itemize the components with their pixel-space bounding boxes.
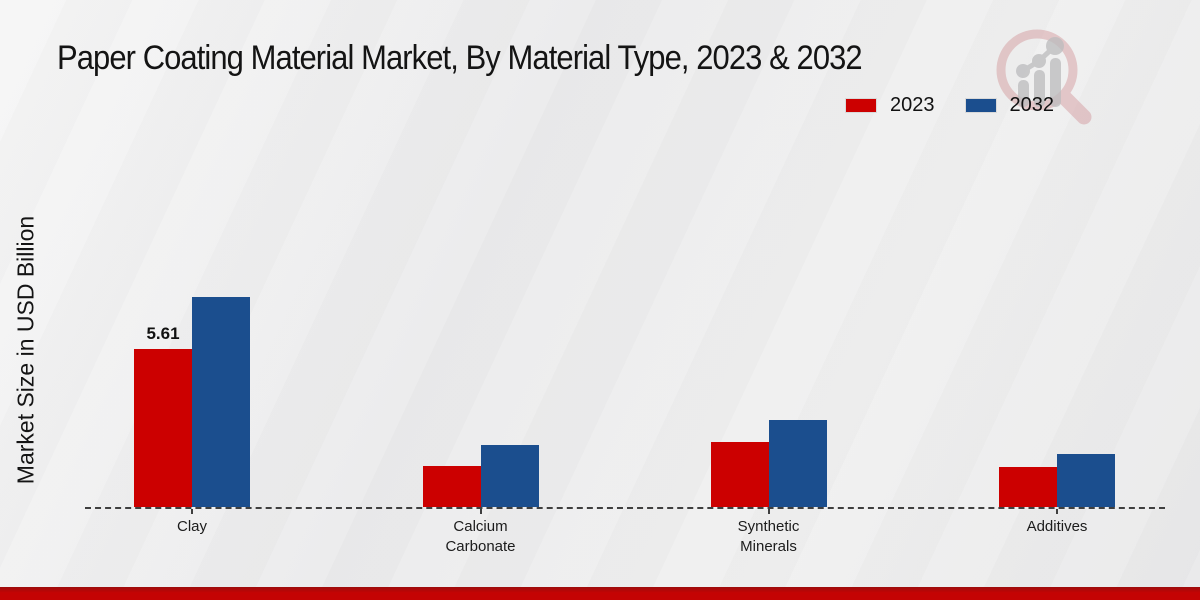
- bar-value-label: 5.61: [146, 323, 180, 343]
- legend-label-2023: 2023: [890, 94, 935, 116]
- axis-tick: [191, 509, 193, 514]
- chart-title: Paper Coating Material Market, By Materi…: [57, 39, 863, 77]
- category-label: Additives: [1026, 518, 1088, 535]
- y-axis-label: Market Size in USD Billion: [12, 215, 39, 485]
- category-label: Calcium Carbonate: [445, 518, 516, 555]
- bar-2032: [480, 445, 539, 507]
- legend-item-2032: 2032: [964, 94, 1055, 117]
- axis-tick: [1056, 509, 1058, 514]
- axis-tick: [767, 509, 770, 514]
- plot-area: Clay Calcium Carbonate Synthetic Minerals A…: [85, 280, 1165, 555]
- category-label: Synthetic Minerals: [737, 518, 800, 555]
- magnifier-bar-chart-logo-icon: [996, 29, 1092, 125]
- legend-swatch-2023: [845, 98, 877, 113]
- legend: 2023 2032: [845, 94, 1054, 117]
- legend-swatch-2032: [964, 98, 997, 113]
- axis-tick: [479, 509, 482, 514]
- category-label: Clay: [176, 518, 207, 535]
- bar-2032: [768, 419, 827, 507]
- footer-accent-bar: [0, 587, 1200, 600]
- bar-2023: [134, 348, 192, 507]
- bar-2032: [1057, 454, 1115, 507]
- legend-label-2032: 2032: [1009, 94, 1055, 116]
- bar-2032: [192, 296, 250, 507]
- legend-item-2023: 2023: [845, 94, 935, 117]
- bar-2023: [422, 466, 481, 507]
- bar-2023: [710, 442, 769, 507]
- bar-2023: [999, 467, 1057, 507]
